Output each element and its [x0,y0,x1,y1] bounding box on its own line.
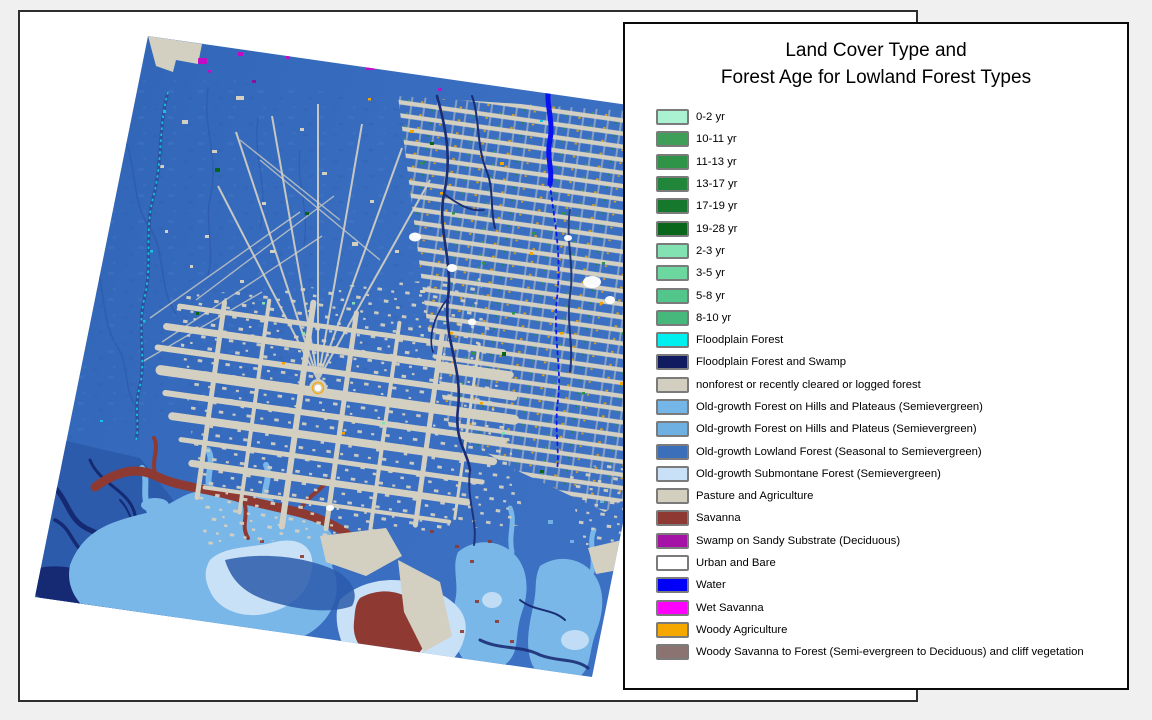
legend-swatch [656,532,689,549]
legend-items: 0-2 yr 10-11 yr 11-13 yr 13-17 yr 17-19 … [625,106,1127,663]
legend-item-label: 19-28 yr [696,222,738,235]
legend-item: Floodplain Forest and Swamp [625,351,1127,373]
legend-swatch [656,443,689,460]
legend-item: nonforest or recently cleared or logged … [625,374,1127,396]
legend-title: Land Cover Type and Forest Age for Lowla… [625,37,1127,91]
legend-item: Floodplain Forest [625,329,1127,351]
legend-swatch [656,577,689,594]
legend-swatch [656,465,689,482]
legend-swatch [656,287,689,304]
legend-swatch [656,332,689,349]
legend-swatch [656,488,689,505]
legend-item: 19-28 yr [625,217,1127,239]
legend-swatch [656,399,689,415]
legend-item-label: Wet Savanna [696,601,764,614]
legend-item: 0-2 yr [625,106,1127,128]
legend-item-label: 11-13 yr [696,155,737,168]
legend-item: Old-growth Submontane Forest (Semievergr… [625,463,1127,485]
legend-swatch [656,621,689,638]
legend-item-label: 5-8 yr [696,289,725,302]
legend-swatch [656,131,689,148]
legend-swatch [656,176,689,193]
legend-item-label: Woody Savanna to Forest (Semi-evergreen … [696,646,1084,659]
legend-swatch [656,376,689,393]
legend-swatch [656,354,689,371]
legend-item: Old-growth Forest on Hills and Plateaus … [625,396,1127,418]
legend-title-line2: Forest Age for Lowland Forest Types [720,67,1032,88]
legend-item: Pasture and Agriculture [625,485,1127,507]
legend-swatch [656,153,689,170]
legend-title-line1: Land Cover Type and [785,40,967,61]
legend-item-label: Woody Agriculture [696,623,788,636]
legend-item-label: nonforest or recently cleared or logged … [696,378,921,391]
legend-item-label: Floodplain Forest and Swamp [696,356,847,369]
legend-item: 2-3 yr [625,240,1127,262]
legend-item-label: 10-11 yr [696,133,737,146]
legend-item: Water [625,574,1127,596]
legend-swatch [656,421,689,438]
legend-item-label: 13-17 yr [696,178,738,191]
legend-swatch [656,109,689,126]
legend-item: 8-10 yr [625,307,1127,329]
legend-swatch [656,198,689,215]
legend-item: Savanna [625,507,1127,529]
legend-item-label: 3-5 yr [696,267,725,280]
legend-item-label: Old-growth Lowland Forest (Seasonal to S… [696,445,982,458]
legend-item: 13-17 yr [625,173,1127,195]
legend-item: 11-13 yr [625,151,1127,173]
legend-item: 10-11 yr [625,128,1127,150]
legend-item-label: 2-3 yr [696,244,725,257]
legend-item: Old-growth Forest on Hills and Plateus (… [625,418,1127,440]
legend-item: Urban and Bare [625,552,1127,574]
legend-item-label: 8-10 yr [696,311,732,324]
legend-swatch [656,510,689,527]
legend-swatch [656,242,689,259]
legend-item-label: Swamp on Sandy Substrate (Deciduous) [696,534,901,547]
legend-item-label: Old-growth Forest on Hills and Plateus (… [696,423,977,436]
legend-item: 3-5 yr [625,262,1127,284]
legend-item-label: Pasture and Agriculture [696,490,814,503]
legend-swatch [656,265,689,282]
legend-item-label: Urban and Bare [696,557,776,570]
legend-item-label: 0-2 yr [696,111,725,124]
legend-item: Woody Savanna to Forest (Semi-evergreen … [625,641,1127,663]
legend-item-label: Savanna [696,512,741,525]
legend-panel: Land Cover Type and Forest Age for Lowla… [623,22,1129,690]
legend-item: Woody Agriculture [625,619,1127,641]
legend-swatch [656,555,689,572]
legend-item-label: Water [696,579,726,592]
legend-item: 17-19 yr [625,195,1127,217]
legend-swatch [656,220,689,237]
legend-item-label: Old-growth Forest on Hills and Plateaus … [696,401,983,413]
legend-item: Swamp on Sandy Substrate (Deciduous) [625,530,1127,552]
legend-item-label: 17-19 yr [696,200,738,213]
legend-swatch [656,599,689,616]
legend-item: 5-8 yr [625,284,1127,306]
legend-item-label: Floodplain Forest [696,334,784,347]
legend-item: Wet Savanna [625,597,1127,619]
legend-item: Old-growth Lowland Forest (Seasonal to S… [625,440,1127,462]
legend-item-label: Old-growth Submontane Forest (Semievergr… [696,467,941,480]
legend-swatch [656,309,689,326]
legend-swatch [656,644,689,661]
